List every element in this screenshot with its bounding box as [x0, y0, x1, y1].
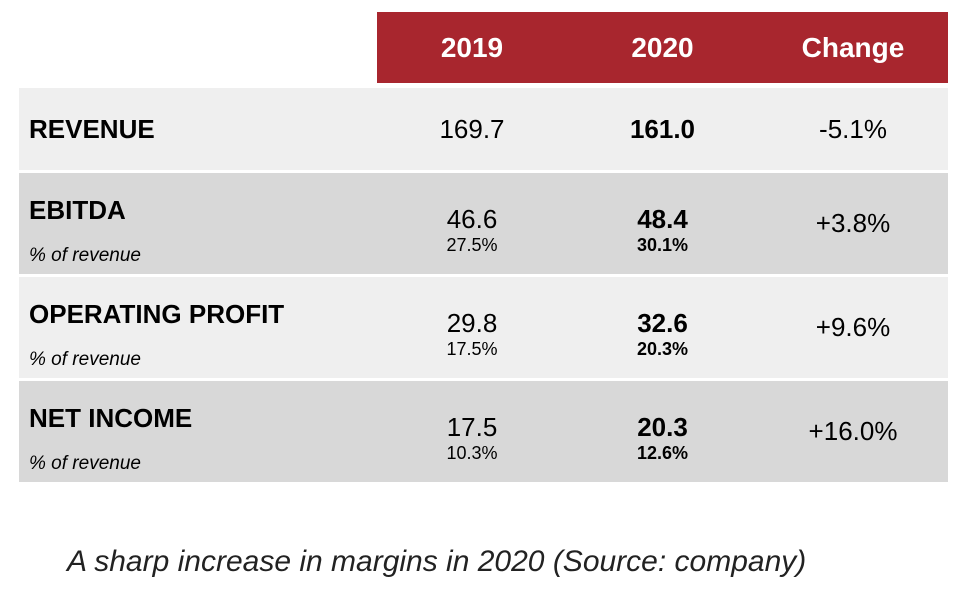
row-label-cell: REVENUE: [19, 88, 377, 170]
change-value: +9.6%: [815, 312, 891, 342]
table-row-revenue: REVENUE 169.7 161.0 -5.1%: [19, 88, 948, 170]
row-label-cell: NET INCOME % of revenue: [19, 378, 377, 482]
value-2019-cell: 17.5 10.3%: [377, 378, 567, 482]
table-row-net-income: NET INCOME % of revenue 17.5 10.3% 20.3 …: [19, 378, 948, 482]
margin-2020: 20.3%: [636, 338, 689, 359]
row-label: OPERATING PROFIT: [29, 299, 285, 329]
header-blank-cell: [19, 12, 377, 83]
change-cell: +16.0%: [758, 378, 948, 482]
margin-2019: 27.5%: [446, 234, 498, 255]
change-value: -5.1%: [819, 113, 887, 144]
value-2020-cell: 20.3 12.6%: [567, 378, 758, 482]
value-2020: 20.3: [637, 411, 688, 442]
value-2019-cell: 29.8 17.5%: [377, 274, 567, 378]
margin-2020: 12.6%: [636, 442, 689, 463]
change-cell: +3.8%: [758, 170, 948, 274]
row-label-cell: EBITDA % of revenue: [19, 170, 377, 274]
value-2020-cell: 161.0: [567, 88, 758, 170]
row-label: EBITDA: [29, 195, 126, 225]
value-2019: 29.8: [446, 307, 498, 338]
value-2019-cell: 46.6 27.5%: [377, 170, 567, 274]
table-row-operating-profit: OPERATING PROFIT % of revenue 29.8 17.5%…: [19, 274, 948, 378]
value-2020: 161.0: [629, 114, 696, 144]
value-2019: 46.6: [446, 203, 498, 234]
row-sub-label: % of revenue: [29, 349, 141, 370]
value-2019-cell: 169.7: [377, 88, 567, 170]
row-sub-label: % of revenue: [29, 453, 141, 474]
value-2020: 32.6: [637, 307, 688, 338]
table-caption: A sharp increase in margins in 2020 (Sou…: [67, 545, 807, 578]
value-2020: 48.4: [637, 203, 688, 234]
row-label: NET INCOME: [29, 403, 193, 433]
header-change: Change: [758, 12, 948, 83]
header-2019: 2019: [377, 12, 567, 83]
change-cell: +9.6%: [758, 274, 948, 378]
row-label-cell: OPERATING PROFIT % of revenue: [19, 274, 377, 378]
value-2020-cell: 48.4 30.1%: [567, 170, 758, 274]
table-header-row: 2019 2020 Change: [19, 12, 948, 83]
header-2020: 2020: [567, 12, 758, 83]
row-label: REVENUE: [29, 113, 155, 144]
margin-2019: 17.5%: [446, 338, 498, 359]
change-cell: -5.1%: [758, 88, 948, 170]
change-value: +16.0%: [808, 416, 898, 446]
table-row-ebitda: EBITDA % of revenue 46.6 27.5% 48.4 30.1…: [19, 170, 948, 274]
row-sub-label: % of revenue: [29, 245, 141, 266]
financial-summary-table: 2019 2020 Change REVENUE 169.7 161.0 -5.…: [19, 12, 948, 482]
change-value: +3.8%: [815, 208, 891, 238]
value-2020-cell: 32.6 20.3%: [567, 274, 758, 378]
value-2019: 169.7: [439, 114, 505, 144]
header-divider: [19, 83, 948, 88]
value-2019: 17.5: [446, 411, 498, 442]
margin-2020: 30.1%: [636, 234, 689, 255]
margin-2019: 10.3%: [446, 442, 498, 463]
